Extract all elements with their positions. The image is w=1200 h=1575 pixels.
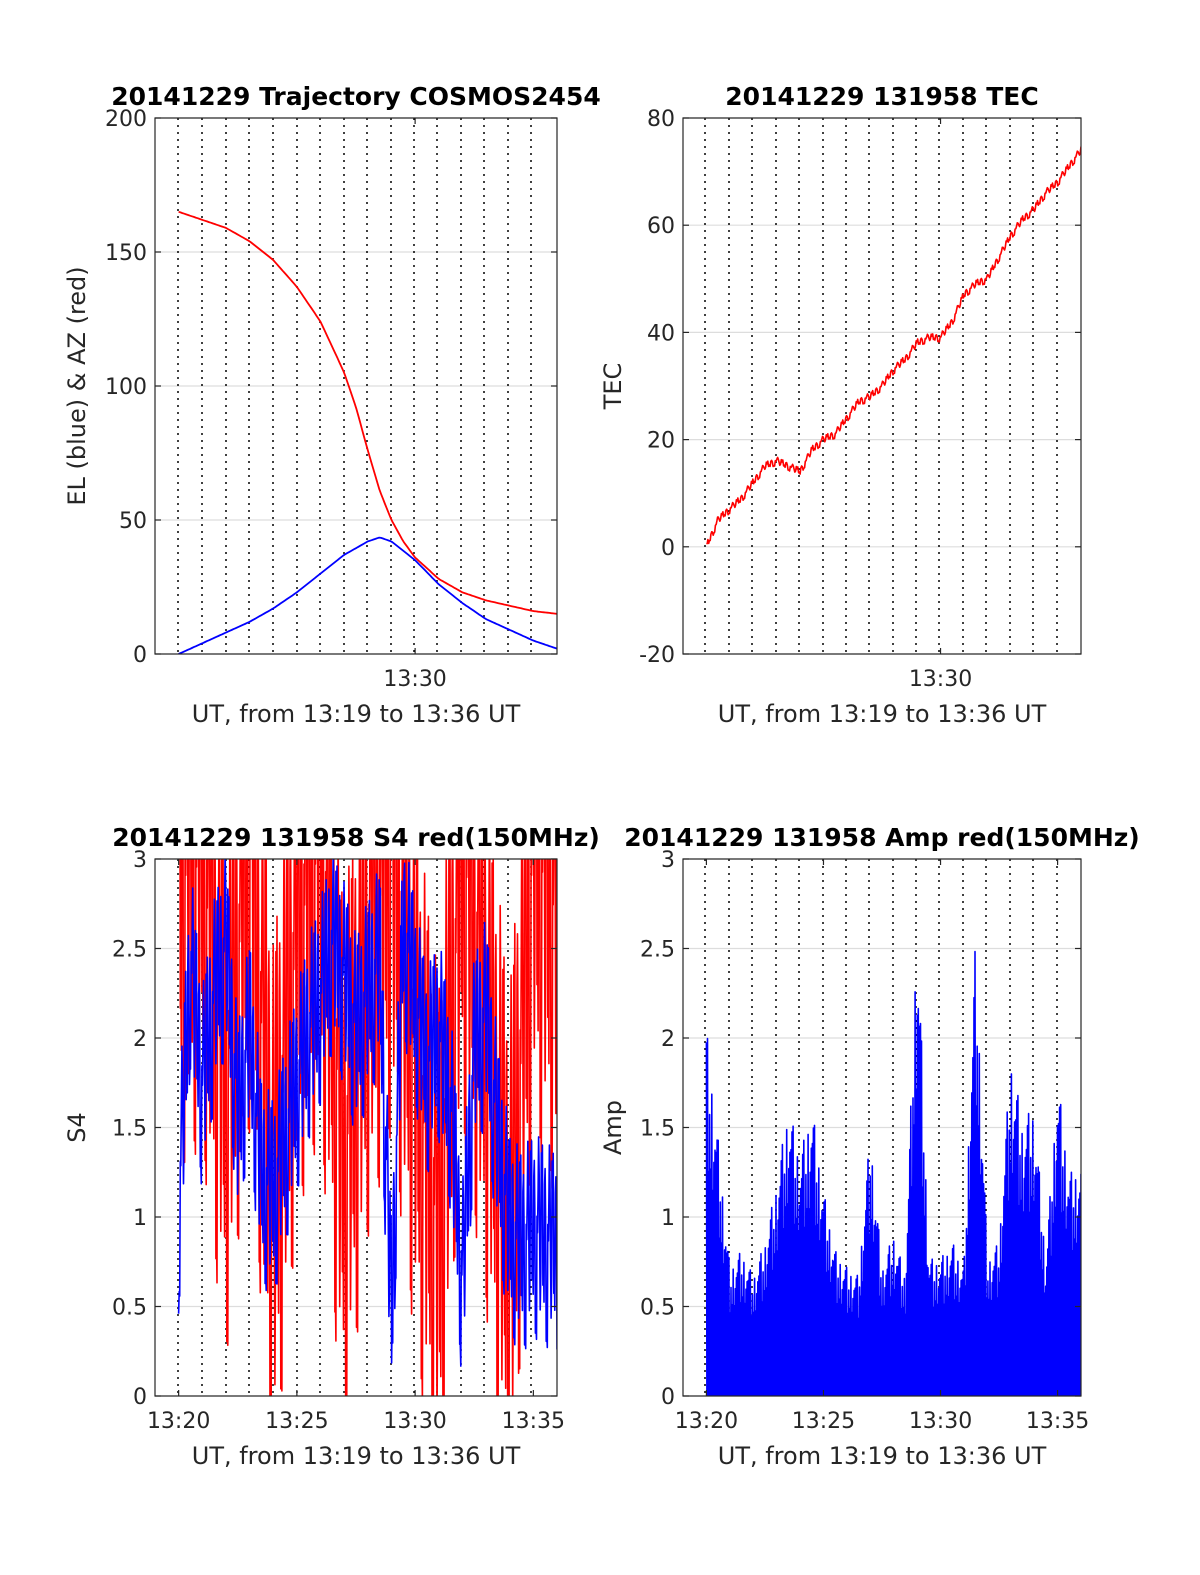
y-tick-label: 200 xyxy=(105,107,147,132)
y-tick-label: 1 xyxy=(133,1206,147,1231)
x-tick-label: 13:25 xyxy=(792,1409,855,1434)
x-tick-label: 13:30 xyxy=(383,1409,446,1434)
y-tick-label: 3 xyxy=(133,848,147,873)
x-axis-label: UT, from 13:19 to 13:36 UT xyxy=(192,1442,521,1470)
y-tick-label: 100 xyxy=(105,375,147,400)
x-axis-label: UT, from 13:19 to 13:36 UT xyxy=(718,1442,1047,1470)
series-group xyxy=(178,210,557,654)
y-tick-label: 0 xyxy=(661,536,675,561)
y-tick-label: 60 xyxy=(647,214,675,239)
s4-panel: 0 0.5 1 1.5 2 2.5 3 13:20 13:25 13:30 13:35 2014122… xyxy=(63,823,600,1470)
chart-title: 20141229 Trajectory COSMOS2454 xyxy=(111,82,601,111)
amp-panel: 0 0.5 1 1.5 2 2.5 3 13:20 13:25 13:30 13:35 2014122… xyxy=(599,823,1140,1470)
series-line xyxy=(177,859,557,1367)
y-axis-label: Amp xyxy=(599,1100,627,1155)
x-tick-label: 13:30 xyxy=(909,667,972,692)
x-tick-label: 13:35 xyxy=(502,1409,565,1434)
tec-panel: -20 0 20 40 60 80 13:30 20141229 131958 TEC UT, … xyxy=(599,82,1082,728)
x-tick-label: 13:25 xyxy=(265,1409,328,1434)
y-axis-label: S4 xyxy=(63,1112,91,1143)
x-tick-label: 13:35 xyxy=(1026,1409,1089,1434)
y-tick-label: 0 xyxy=(133,643,147,668)
axes-box xyxy=(682,117,1082,655)
y-tick-label: 0.5 xyxy=(112,1296,147,1321)
y-tick-label: 20 xyxy=(647,429,675,454)
series-line xyxy=(179,859,557,1396)
y-tick-label: 2 xyxy=(133,1027,147,1052)
x-axis-label: UT, from 13:19 to 13:36 UT xyxy=(718,700,1047,728)
y-tick-label: 1 xyxy=(661,1206,675,1231)
y-tick-label: -20 xyxy=(639,643,675,668)
x-tick-label: 13:20 xyxy=(675,1409,738,1434)
y-axis-label: EL (blue) & AZ (red) xyxy=(63,266,91,505)
x-tick-label: 13:20 xyxy=(147,1409,210,1434)
y-tick-label: 1.5 xyxy=(640,1117,675,1142)
series-group xyxy=(177,859,557,1396)
series-line xyxy=(706,146,1081,545)
x-tick-label: 13:30 xyxy=(909,1409,972,1434)
series-group xyxy=(705,950,1081,1396)
trajectory-panel: 0 50 100 150 200 13:30 20141229 Trajectory COS… xyxy=(63,82,601,728)
y-tick-label: 1.5 xyxy=(112,1117,147,1142)
y-tick-label: 80 xyxy=(647,107,675,132)
series-line xyxy=(178,536,557,654)
y-tick-label: 2 xyxy=(661,1027,675,1052)
y-tick-label: 0 xyxy=(661,1385,675,1410)
chart-title: 20141229 131958 TEC xyxy=(725,82,1038,111)
y-tick-label: 150 xyxy=(105,241,147,266)
series-line xyxy=(178,210,557,615)
chart-title: 20141229 131958 Amp red(150MHz) xyxy=(624,823,1140,852)
series-group xyxy=(706,146,1081,545)
series-line xyxy=(705,950,1081,1396)
y-tick-label: 2.5 xyxy=(112,938,147,963)
y-tick-label: 50 xyxy=(119,509,147,534)
y-tick-label: 40 xyxy=(647,321,675,346)
y-tick-label: 2.5 xyxy=(640,938,675,963)
y-tick-label: 0.5 xyxy=(640,1296,675,1321)
y-tick-label: 3 xyxy=(661,848,675,873)
x-axis-label: UT, from 13:19 to 13:36 UT xyxy=(192,700,521,728)
y-axis-label: TEC xyxy=(599,363,627,411)
x-tick-label: 13:30 xyxy=(383,667,446,692)
chart-title: 20141229 131958 S4 red(150MHz) xyxy=(112,823,600,852)
y-tick-label: 0 xyxy=(133,1385,147,1410)
